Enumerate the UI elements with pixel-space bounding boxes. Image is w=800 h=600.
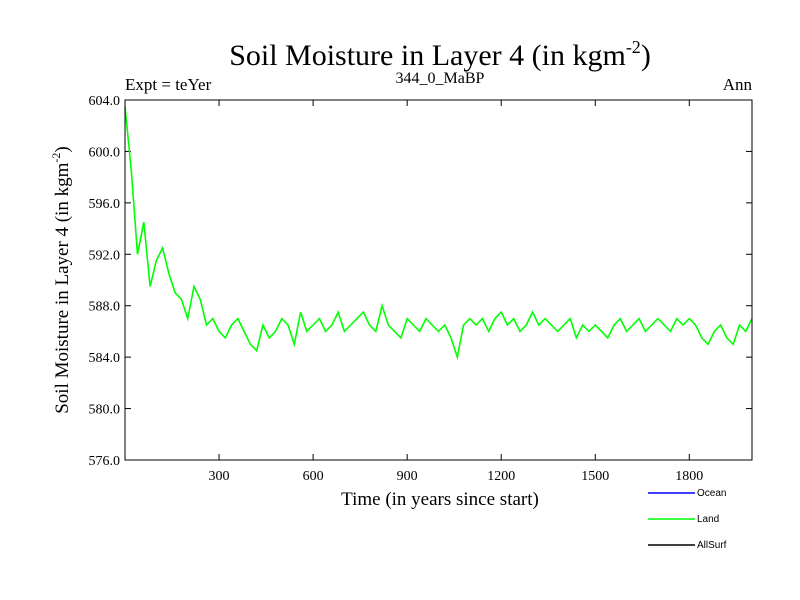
period-label: 344_0_MaBP: [396, 70, 485, 87]
y-axis-ticks: 576.0 580.0 584.0 588.0 592.0 596.0 600.0 604.0: [89, 94, 752, 469]
chart-title-close: ): [641, 39, 651, 72]
season-label: Ann: [723, 75, 753, 94]
plot-series: [124, 106, 753, 361]
x-tick-label: 600: [303, 469, 324, 484]
x-axis-label: Time (in years since start): [341, 489, 539, 510]
chart-title: Soil Moisture in Layer 4 (in kgm-2): [229, 37, 651, 72]
legend-label-allsurf: AllSurf: [697, 540, 727, 551]
y-axis-label-close: ): [52, 146, 73, 152]
series-line-land: [124, 106, 753, 361]
x-tick-label: 300: [209, 469, 230, 484]
legend: Ocean Land AllSurf: [648, 488, 727, 551]
y-axis-label-main: Soil Moisture in Layer 4 (in kgm: [52, 162, 73, 413]
x-axis-ticks: 300 600 900 1200 1500 1800: [209, 100, 703, 484]
y-tick-label: 596.0: [89, 197, 121, 212]
chart-title-main: Soil Moisture in Layer 4 (in kgm: [229, 39, 626, 72]
y-axis-label: Soil Moisture in Layer 4 (in kgm-2): [49, 146, 73, 414]
y-axis-label-sup: -2: [49, 153, 63, 163]
x-tick-label: 1200: [487, 469, 515, 484]
x-tick-label: 1500: [581, 469, 609, 484]
y-tick-label: 588.0: [89, 300, 121, 315]
expt-label: Expt = teYer: [125, 75, 212, 94]
chart-title-sup: -2: [626, 37, 641, 57]
y-tick-label: 580.0: [89, 403, 121, 418]
y-tick-label: 592.0: [89, 248, 121, 263]
x-tick-label: 1800: [675, 469, 703, 484]
y-tick-label: 600.0: [89, 145, 121, 160]
legend-label-ocean: Ocean: [697, 488, 726, 499]
y-tick-label: 576.0: [89, 454, 121, 469]
plot-frame: [124, 99, 753, 461]
legend-label-land: Land: [697, 514, 719, 525]
x-tick-label: 900: [397, 469, 418, 484]
y-tick-label: 584.0: [89, 351, 121, 366]
y-tick-label: 604.0: [89, 94, 121, 109]
